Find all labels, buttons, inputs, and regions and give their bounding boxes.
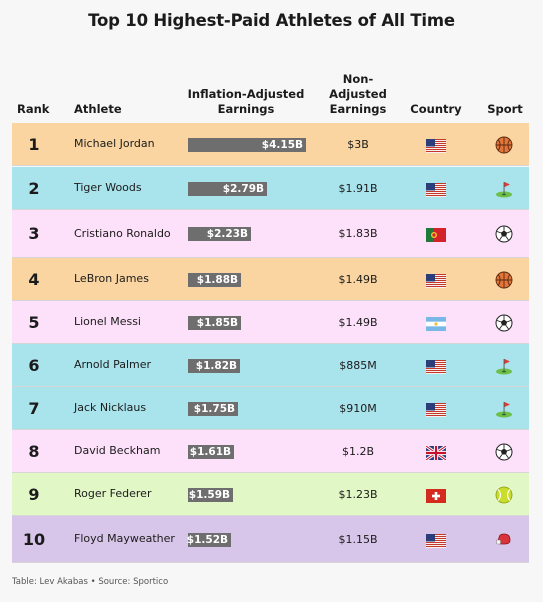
earnings-bar: $1.61B [188, 445, 234, 459]
non-adjusted-earnings: $910M [339, 401, 377, 415]
header-non-line1: Non- [342, 72, 374, 86]
athlete-name: LeBron James [74, 272, 149, 285]
athlete-name: Tiger Woods [74, 181, 142, 194]
non-adjusted-earnings: $1.23B [338, 487, 378, 501]
switzerland-flag-icon [426, 488, 446, 503]
soccer-ball-icon [495, 443, 513, 461]
golf-flag-icon [495, 357, 513, 375]
earnings-bar: $1.59B [188, 488, 233, 502]
soccer-ball-icon [495, 314, 513, 332]
golf-flag-icon [495, 400, 513, 418]
chart-title: Top 10 Highest-Paid Athletes of All Time [88, 11, 455, 30]
table-row: 2 Tiger Woods $2.79B $1.91B [12, 167, 529, 210]
table-row: 4 LeBron James $1.88B $1.49B [12, 258, 529, 301]
rank-number: 5 [28, 312, 40, 332]
non-adjusted-earnings: $1.91B [338, 181, 378, 195]
header-inflation-line2: Earnings [217, 102, 275, 116]
non-adjusted-earnings: $1.83B [338, 227, 378, 240]
earnings-bar: $1.52B [187, 533, 231, 547]
non-adjusted-earnings: $1.49B [338, 315, 378, 329]
header-sport: Sport [487, 102, 523, 116]
earnings-bar: $1.88B [188, 273, 241, 287]
non-adjusted-earnings: $1.2B [341, 444, 375, 458]
earnings-bar: $2.79B [188, 182, 267, 196]
header-athlete: Athlete [74, 102, 122, 116]
soccer-ball-icon [495, 225, 513, 243]
uk-flag-icon [425, 444, 447, 462]
non-adjusted-earnings: $3B [347, 137, 369, 151]
athlete-name: Cristiano Ronaldo [74, 226, 171, 240]
basketball-icon [495, 271, 513, 289]
basketball-icon [495, 136, 513, 154]
rank-number: 2 [28, 178, 40, 198]
header-inflation-adjusted: Inflation-Adjusted Earnings [181, 87, 311, 117]
table-row: 7 Jack Nicklaus $1.75B $910M [12, 387, 529, 430]
rank-number: 3 [28, 224, 40, 243]
table-row: 5 Lionel Messi $1.85B $1.49B [12, 301, 529, 344]
earnings-bar: $4.15B [188, 138, 306, 152]
tennis-ball-icon [495, 486, 513, 504]
athlete-name: Lionel Messi [74, 315, 141, 328]
header-inflation-line1: Inflation-Adjusted [187, 87, 305, 101]
golf-flag-icon [495, 180, 513, 198]
rank-number: 4 [28, 269, 40, 289]
earnings-bar: $2.23B [188, 227, 251, 241]
athlete-name: Floyd Mayweather [74, 532, 175, 545]
us-flag-icon [426, 402, 446, 417]
non-adjusted-earnings: $1.15B [338, 532, 378, 546]
footer-credit: Table: Lev Akabas • Source: Sportico [12, 577, 169, 587]
header-rank: Rank [17, 102, 50, 116]
us-flag-icon [426, 533, 446, 548]
us-flag-icon [426, 359, 446, 374]
us-flag-icon [426, 138, 446, 153]
rank-number: 10 [22, 529, 46, 549]
athlete-name: David Beckham [74, 444, 161, 457]
table-row: 3 Cristiano Ronaldo $2.23B $1.83B [12, 210, 529, 258]
portugal-flag-icon [426, 227, 446, 242]
us-flag-icon [426, 273, 446, 288]
athlete-name: Jack Nicklaus [74, 401, 147, 414]
rank-number: 6 [28, 355, 40, 375]
earnings-bar: $1.85B [188, 316, 241, 330]
table-row: 1 Michael Jordan $4.15B $3B [12, 123, 529, 166]
header-non-adjusted: Non- Adjusted Earnings [318, 72, 398, 117]
rank-number: 9 [28, 484, 40, 504]
non-adjusted-earnings: $885M [339, 358, 377, 372]
rank-number: 8 [28, 441, 40, 461]
athlete-name: Michael Jordan [74, 137, 155, 150]
non-adjusted-earnings: $1.49B [338, 272, 378, 286]
earnings-bar: $1.75B [188, 402, 238, 416]
athlete-name: Roger Federer [74, 487, 152, 500]
athlete-name: Arnold Palmer [74, 358, 152, 371]
table-row: 10 Floyd Mayweather $1.52B $1.15B [12, 516, 529, 563]
rank-number: 1 [28, 134, 40, 154]
boxing-glove-icon [495, 531, 513, 549]
table-row: 8 David Beckham $1.61B $1.2B [12, 430, 529, 473]
header-country: Country [410, 102, 462, 116]
header-non-line3: Earnings [329, 102, 387, 116]
earnings-bar: $1.82B [188, 359, 240, 373]
table-row: 6 Arnold Palmer $1.82B $885M [12, 344, 529, 387]
rank-number: 7 [28, 398, 40, 418]
header-non-line2: Adjusted [329, 87, 387, 101]
table-row: 9 Roger Federer $1.59B $1.23B [12, 473, 529, 516]
us-flag-icon [426, 182, 446, 197]
argentina-flag-icon [426, 316, 446, 331]
